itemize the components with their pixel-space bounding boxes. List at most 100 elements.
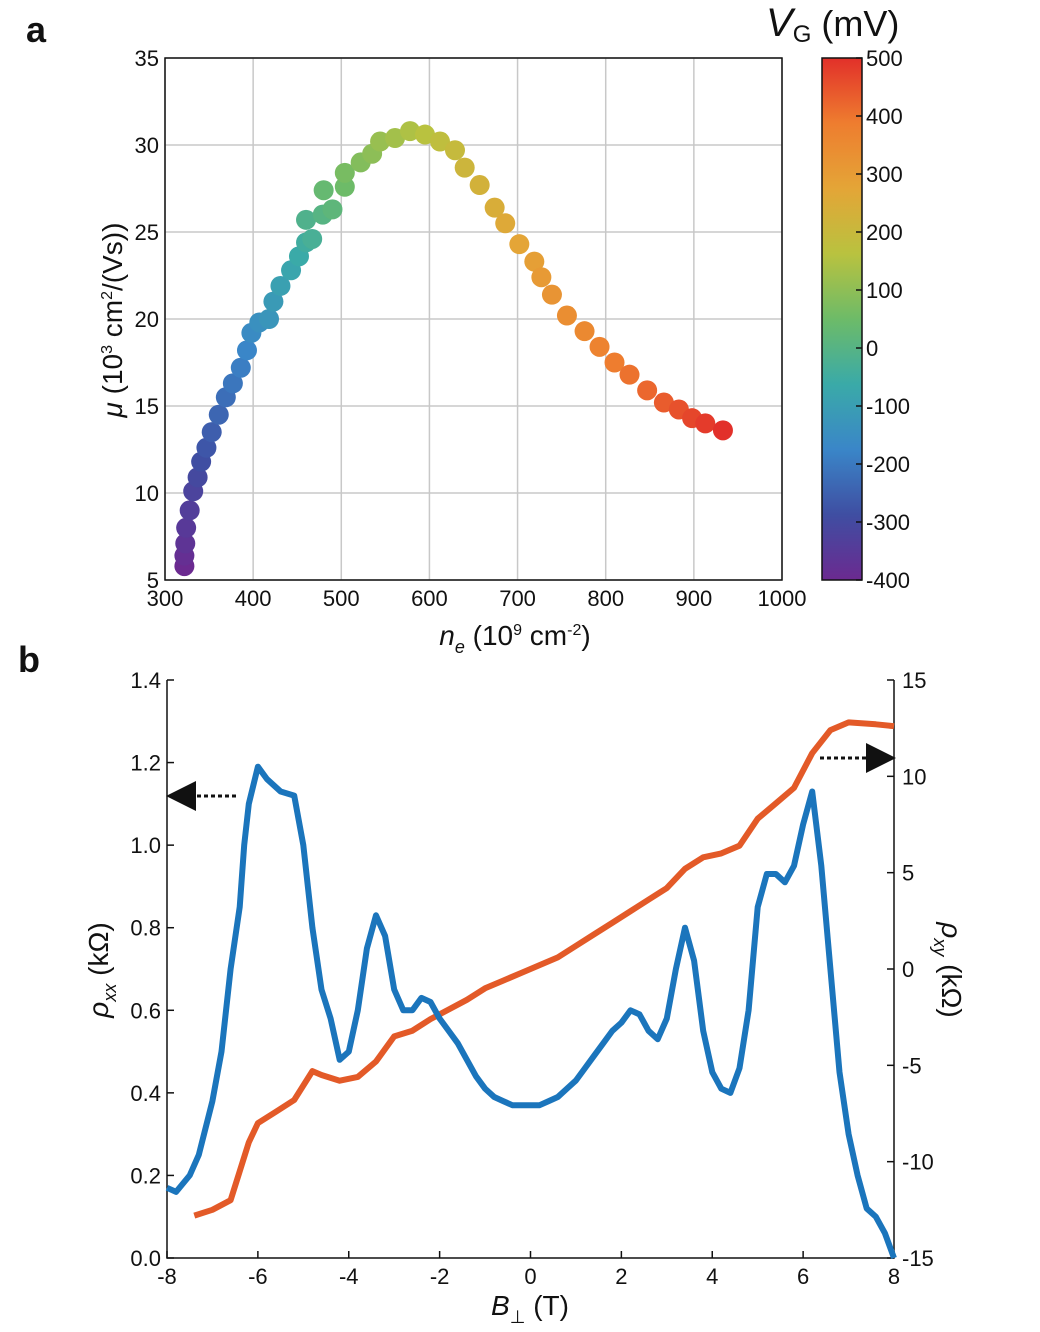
point [695,413,716,434]
colorbar [821,57,863,581]
x-tick-label: 0 [524,1264,536,1289]
x-tick-label: 1000 [758,586,807,611]
point [175,533,196,554]
point [495,213,516,234]
point [334,162,355,183]
x-tick-label: 400 [235,586,272,611]
colorbar-label: VG (mV) [766,1,899,48]
x-axis-label: B⊥ (T) [491,1290,569,1327]
y2-tick-label: 15 [902,668,926,693]
x-tick-label: 8 [888,1264,900,1289]
y-tick-label: 5 [147,568,159,593]
y-axis-label: μ (103 cm2/(Vs)) [97,223,128,419]
y-tick-label: 25 [135,220,159,245]
y-tick-label: 15 [135,394,159,419]
point [236,340,257,361]
point [444,140,465,161]
point [313,180,334,201]
point [541,284,562,305]
x-tick-label: 700 [499,586,536,611]
point [604,352,625,373]
x-tick-label: 900 [675,586,712,611]
point [334,176,355,197]
colorbar-tick-label: -400 [866,568,910,593]
point [574,321,595,342]
colorbar-tick-label: 200 [866,220,903,245]
chart: -8 -6 -4 -2 0 2 4 6 8 0.0 0.2 0.4 0.6 0.8 1.0 1.2 1.4 -15… [130,668,933,1289]
point [415,124,436,145]
data-line [193,719,895,1219]
y-tick-label: 30 [135,133,159,158]
point [637,380,658,401]
point [322,199,343,220]
y-tick-label: 35 [135,46,159,71]
point [484,197,505,218]
y2-tick-label: 0 [902,957,914,982]
y-tick-label: 0.8 [130,916,161,941]
data-line [165,763,897,1260]
point [179,500,200,521]
point [208,404,229,425]
point [556,305,577,326]
x-tick-label: 800 [587,586,624,611]
colorbar-tick-label: -200 [866,452,910,477]
point [653,392,674,413]
y2-tick-label: 5 [902,861,914,886]
colorbar-tick-label: -300 [866,510,910,535]
point [619,364,640,385]
x-tick-label: 6 [797,1264,809,1289]
point [469,175,490,196]
plot-frame [164,57,783,581]
panel-label: b [18,639,40,680]
y-tick-label: 0.0 [130,1246,161,1271]
point [712,420,733,441]
y2-axis-label: ρxy (kΩ) [930,921,967,1017]
y-tick-label: 0.2 [130,1163,161,1188]
x-tick-label: 2 [615,1264,627,1289]
y-tick-label: 0.4 [130,1081,161,1106]
x-tick-label: 500 [323,586,360,611]
y2-tick-label: 10 [902,764,926,789]
x-axis-label: ne (109 cm-2) [439,620,590,657]
point [263,291,284,312]
y-tick-label: 20 [135,307,159,332]
colorbar-tick-label: 100 [866,278,903,303]
point [270,275,291,296]
colorbar-tick-label: 500 [866,46,903,71]
colorbar-tick-label: 0 [866,336,878,361]
point [296,209,317,230]
point [259,309,280,329]
y-tick-label: 10 [135,481,159,506]
point [370,131,391,152]
x-tick-label: -2 [430,1264,450,1289]
colorbar-tick-label: 300 [866,162,903,187]
y-tick-label: 1.2 [130,751,161,776]
x-tick-label: -4 [339,1264,359,1289]
point [385,128,406,149]
colorbar-tick-label: -100 [866,394,910,419]
point [531,267,552,288]
point [509,234,530,255]
point [454,157,475,178]
point [302,228,323,249]
y-axis-label: ρxx (kΩ) [83,922,120,1018]
x-tick-label: 600 [411,586,448,611]
y2-tick-label: -15 [902,1246,934,1271]
x-tick-label: 300 [147,586,184,611]
colorbar-tick-label: 400 [866,104,903,129]
y2-tick-label: -10 [902,1150,934,1175]
x-tick-label: -8 [157,1264,177,1289]
panel-label: a [26,9,47,50]
point [430,131,451,152]
y-tick-label: 1.4 [130,668,161,693]
point [187,467,208,488]
point [201,422,222,443]
x-tick-label: -6 [248,1264,268,1289]
y-tick-label: 1.0 [130,833,161,858]
point [176,517,197,538]
y2-tick-label: -5 [902,1053,922,1078]
point [222,373,243,394]
point [589,336,610,357]
point [230,357,251,378]
